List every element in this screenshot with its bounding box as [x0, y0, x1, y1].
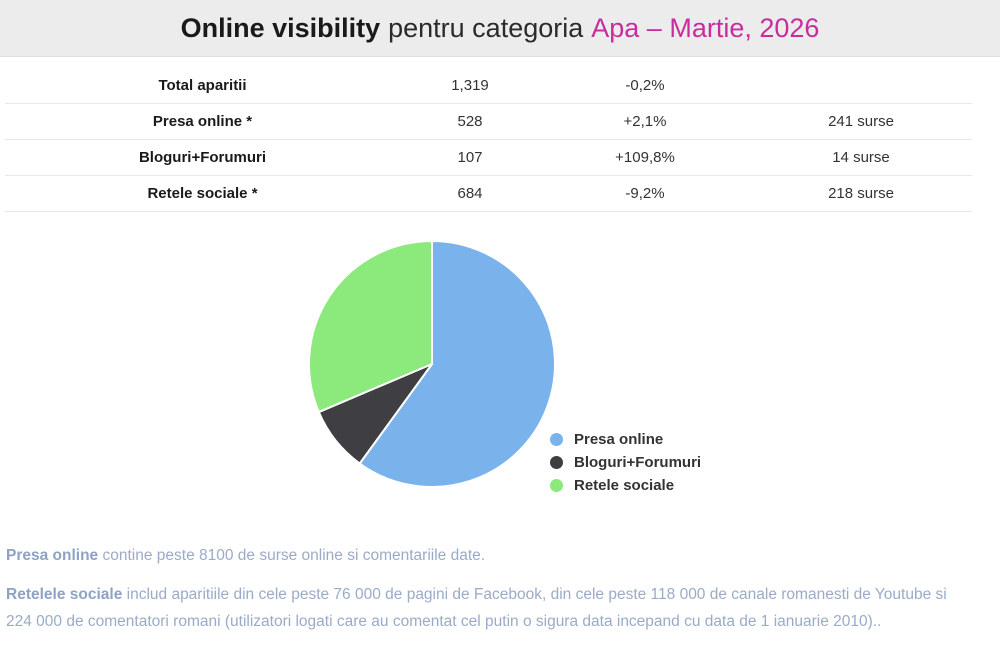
row-change: +2,1%: [623, 113, 667, 130]
row-label: Presa online *: [152, 113, 253, 130]
pie-chart-svg: [308, 240, 556, 488]
row-value: 1,319: [451, 77, 489, 94]
footnote-text: includ aparitiile din cele peste 76 000 …: [6, 586, 947, 630]
chart-legend: Presa online Bloguri+Forumuri Retele soc…: [550, 428, 701, 497]
row-sources: 14 surse: [832, 149, 890, 166]
row-sources: 218 surse: [828, 185, 894, 202]
pie-slice-retele-sociale[interactable]: [308, 240, 433, 414]
page-title: Online visibility pentru categoria Apa –…: [181, 13, 820, 44]
legend-label: Bloguri+Forumuri: [574, 454, 702, 471]
row-sources: 241 surse: [828, 113, 894, 130]
row-change: +109,8%: [615, 149, 675, 166]
stats-table: Total aparitii 1,319 -0,2% Presa online …: [5, 68, 972, 212]
footnotes: Presa online contine peste 8100 de surse…: [6, 542, 958, 635]
legend-item-bloguri-forumuri[interactable]: Bloguri+Forumuri: [550, 451, 701, 474]
footnote-lead: Presa online: [6, 547, 99, 564]
title-category-period: Apa – Martie, 2026: [591, 12, 820, 43]
legend-item-presa-online[interactable]: Presa online: [550, 428, 701, 451]
legend-dot-icon: [550, 456, 563, 469]
table-row-retele-sociale: Retele sociale * 684 -9,2% 218 surse: [5, 176, 972, 212]
legend-label: Retele sociale: [574, 477, 675, 494]
table-row-presa-online: Presa online * 528 +2,1% 241 surse: [5, 104, 972, 140]
legend-item-retele-sociale[interactable]: Retele sociale: [550, 474, 701, 497]
row-change: -9,2%: [625, 185, 665, 202]
footnote-lead: Retelele sociale: [6, 586, 123, 603]
row-label: Total aparitii: [158, 77, 247, 94]
row-change: -0,2%: [625, 77, 665, 94]
row-label: Bloguri+Forumuri: [138, 149, 267, 166]
row-value: 107: [457, 149, 483, 166]
footnote-text: contine peste 8100 de surse online si co…: [102, 547, 486, 564]
pie-slice-presa-online[interactable]: [358, 240, 556, 488]
legend-dot-icon: [550, 433, 563, 446]
table-row-total: Total aparitii 1,319 -0,2%: [5, 68, 972, 104]
title-connector: pentru categoria: [388, 12, 584, 43]
footnote-retele-sociale: Retelele sociale includ aparitiile din c…: [6, 581, 958, 635]
table-row-bloguri-forumuri: Bloguri+Forumuri 107 +109,8% 14 surse: [5, 140, 972, 176]
row-value: 528: [457, 113, 483, 130]
footnote-presa-online: Presa online contine peste 8100 de surse…: [6, 542, 958, 569]
legend-label: Presa online: [574, 431, 664, 448]
row-value: 684: [457, 185, 483, 202]
title-main: Online visibility: [180, 12, 381, 43]
report-header: Online visibility pentru categoria Apa –…: [0, 0, 1000, 57]
row-label: Retele sociale *: [147, 185, 258, 202]
pie-chart: [306, 238, 558, 490]
legend-dot-icon: [550, 479, 563, 492]
